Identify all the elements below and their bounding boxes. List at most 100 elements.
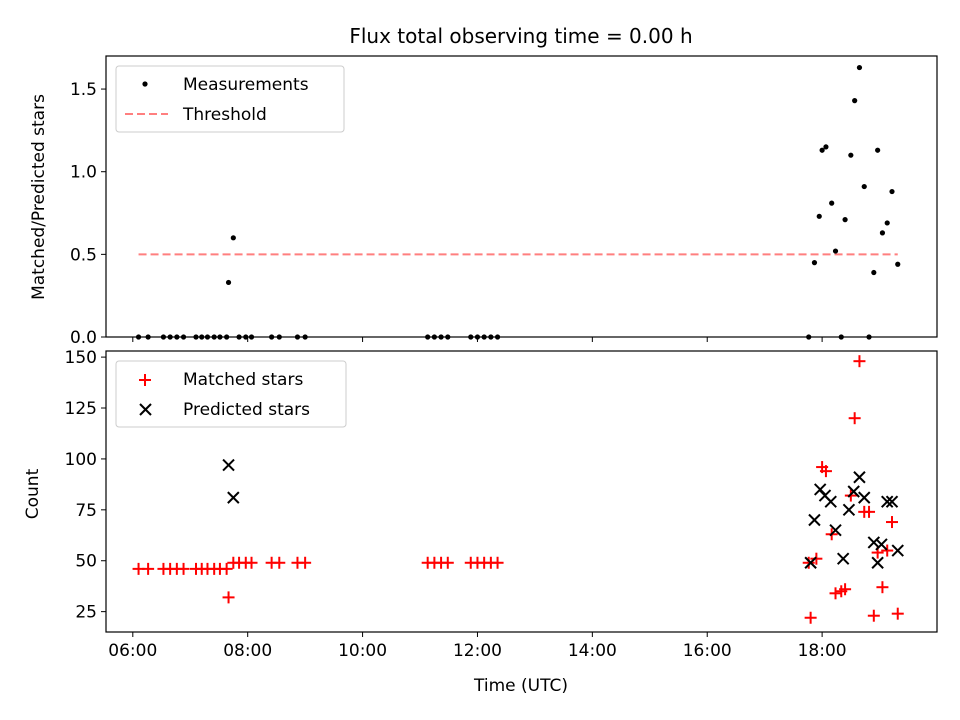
measurement-point [871,269,877,276]
predicted-star-point [858,491,871,504]
predicted-star-point [885,495,899,508]
measurement-point [811,260,818,266]
matched-star-point [802,556,815,569]
predicted-star-point [222,458,235,472]
measurement-point [425,334,431,340]
measurement-point [861,183,867,190]
bottom-y-tick-label: 25 [75,603,97,623]
predicted-star-point [867,536,881,549]
predicted-star-point [871,556,884,569]
measurement-point [866,334,872,340]
predicted-star-point [824,495,837,508]
measurement-point [438,334,444,340]
measurement-point [217,334,223,340]
bottom-y-tick-label: 50 [75,552,97,572]
measurement-point [248,334,255,340]
bottom-y-axis-label: Count [23,468,43,519]
matched-star-point [863,505,876,518]
matched-star-point [819,465,832,478]
predicted-star-point [891,544,904,557]
chart-title: Flux total observing time = 0.00 h [349,24,692,48]
matched-star-point [299,556,312,569]
measurement-point [294,334,301,340]
matched-star-point [245,556,258,569]
predicted-star-point [804,556,817,569]
measurement-point [276,334,282,340]
x-tick-label: 12:00 [453,641,502,661]
bottom-legend-box [115,360,347,428]
matched-star-point [177,562,190,575]
measurement-point [224,334,230,340]
measurement-point [269,334,275,340]
top-y-axis-label: Matched/Predicted stars [29,94,49,300]
predicted-star-point [853,471,866,484]
measurement-point [230,235,236,241]
bottom-y-tick-label: 100 [65,450,97,470]
legend-label-predicted-stars: Predicted stars [183,400,310,420]
matched-star-point [220,562,233,575]
bottom-panel: 25 50 75 100 125 150 06:00 08:00 10:00 12:00 14:0… [23,348,938,696]
x-tick-label: 10:00 [338,641,387,661]
top-legend: Measurements Threshold [115,65,345,133]
bottom-series [132,355,904,624]
predicted-star-point [881,495,894,508]
measurement-point [468,334,474,340]
measurement-point [806,334,812,340]
measurement-point [174,334,180,340]
legend-marker-matched-stars [139,374,151,386]
matched-star-point [142,562,155,575]
measurement-point [160,334,167,340]
matched-star-point [867,609,880,622]
measurement-point [211,334,217,340]
predicted-star-point [829,523,842,537]
x-tick-label: 08:00 [223,641,272,661]
legend-marker-measurements [142,81,148,87]
measurement-point [243,334,249,340]
matched-star-point [804,611,817,624]
x-tick-label: 16:00 [683,641,732,661]
matched-star-point [829,587,842,600]
measurement-point [481,334,487,340]
legend-label-matched-stars: Matched stars [183,370,303,390]
bottom-y-tick-label: 75 [75,501,97,521]
measurement-point [204,334,211,340]
x-axis-label: Time (UTC) [473,676,568,696]
bottom-plot-frame [105,350,938,633]
measurement-point [145,334,151,340]
measurement-point [816,213,822,219]
measurement-point [236,334,242,340]
bottom-y-tick-label: 150 [65,348,97,368]
legend-label-measurements: Measurements [183,75,309,95]
measurement-point [879,230,886,236]
measurement-point [823,144,829,150]
top-legend-box [115,65,345,133]
measurement-point [167,334,173,340]
measurement-point [135,334,142,340]
matched-star-point [876,581,889,594]
top-plot-frame [105,55,938,338]
measurement-point [829,200,835,206]
top-y-tick-label: 0.5 [70,245,97,265]
matched-star-point [881,544,894,557]
measurement-point [488,334,494,340]
measurement-point [494,334,501,340]
x-tick-label: 18:00 [798,641,847,661]
top-y-tick-label: 1.5 [70,80,97,100]
x-tick-label: 06:00 [108,641,157,661]
predicted-star-point [836,552,850,565]
measurement-point [895,261,901,267]
matched-star-point [853,355,866,368]
measurement-point [431,334,437,340]
bottom-y-ticks: 25 50 75 100 125 150 [65,348,106,623]
predicted-star-point [227,491,240,504]
measurement-point [856,64,863,71]
bottom-y-tick-label: 125 [65,399,97,419]
measurement-point [474,334,481,340]
predicted-star-point [842,503,856,517]
predicted-star-point [808,513,821,527]
x-tick-label: 14:00 [568,641,617,661]
measurement-point [302,334,308,340]
matched-star-point [839,583,852,596]
matched-star-point [273,556,286,569]
